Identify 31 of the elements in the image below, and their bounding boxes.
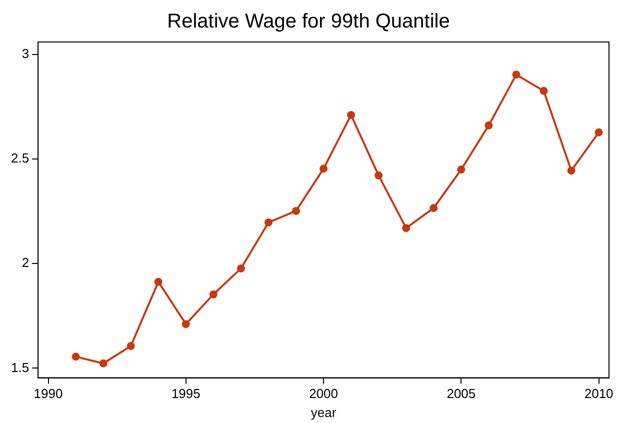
point — [264, 218, 272, 226]
point — [72, 352, 80, 361]
x-tick-label: 2000 — [309, 386, 338, 402]
chart-title: Relative Wage for 99th Quantile — [167, 10, 450, 33]
point — [209, 290, 218, 298]
point — [567, 166, 576, 175]
y-tick-label: 3 — [22, 46, 30, 62]
x-axis-title: year — [310, 404, 337, 420]
y-tick-label: 2.5 — [10, 150, 30, 166]
point — [99, 359, 108, 368]
y-tick-label: 1.5 — [10, 360, 30, 375]
point — [292, 206, 300, 215]
point — [540, 86, 548, 95]
point — [182, 320, 190, 328]
point — [512, 70, 520, 79]
x-tick-label: 1995 — [171, 386, 200, 402]
point — [320, 164, 328, 173]
y-tick-label: 2 — [22, 255, 30, 270]
point — [457, 166, 466, 174]
point — [126, 342, 135, 350]
point — [484, 121, 493, 130]
x-tick-label: 2005 — [446, 386, 476, 402]
x-tick-label: 2010 — [584, 386, 614, 402]
x-tick-label: 1990 — [34, 386, 63, 402]
point — [154, 278, 162, 286]
point — [374, 171, 383, 180]
point — [236, 264, 245, 272]
point — [430, 204, 438, 212]
point — [347, 110, 356, 119]
point — [594, 128, 603, 136]
point — [402, 224, 410, 232]
